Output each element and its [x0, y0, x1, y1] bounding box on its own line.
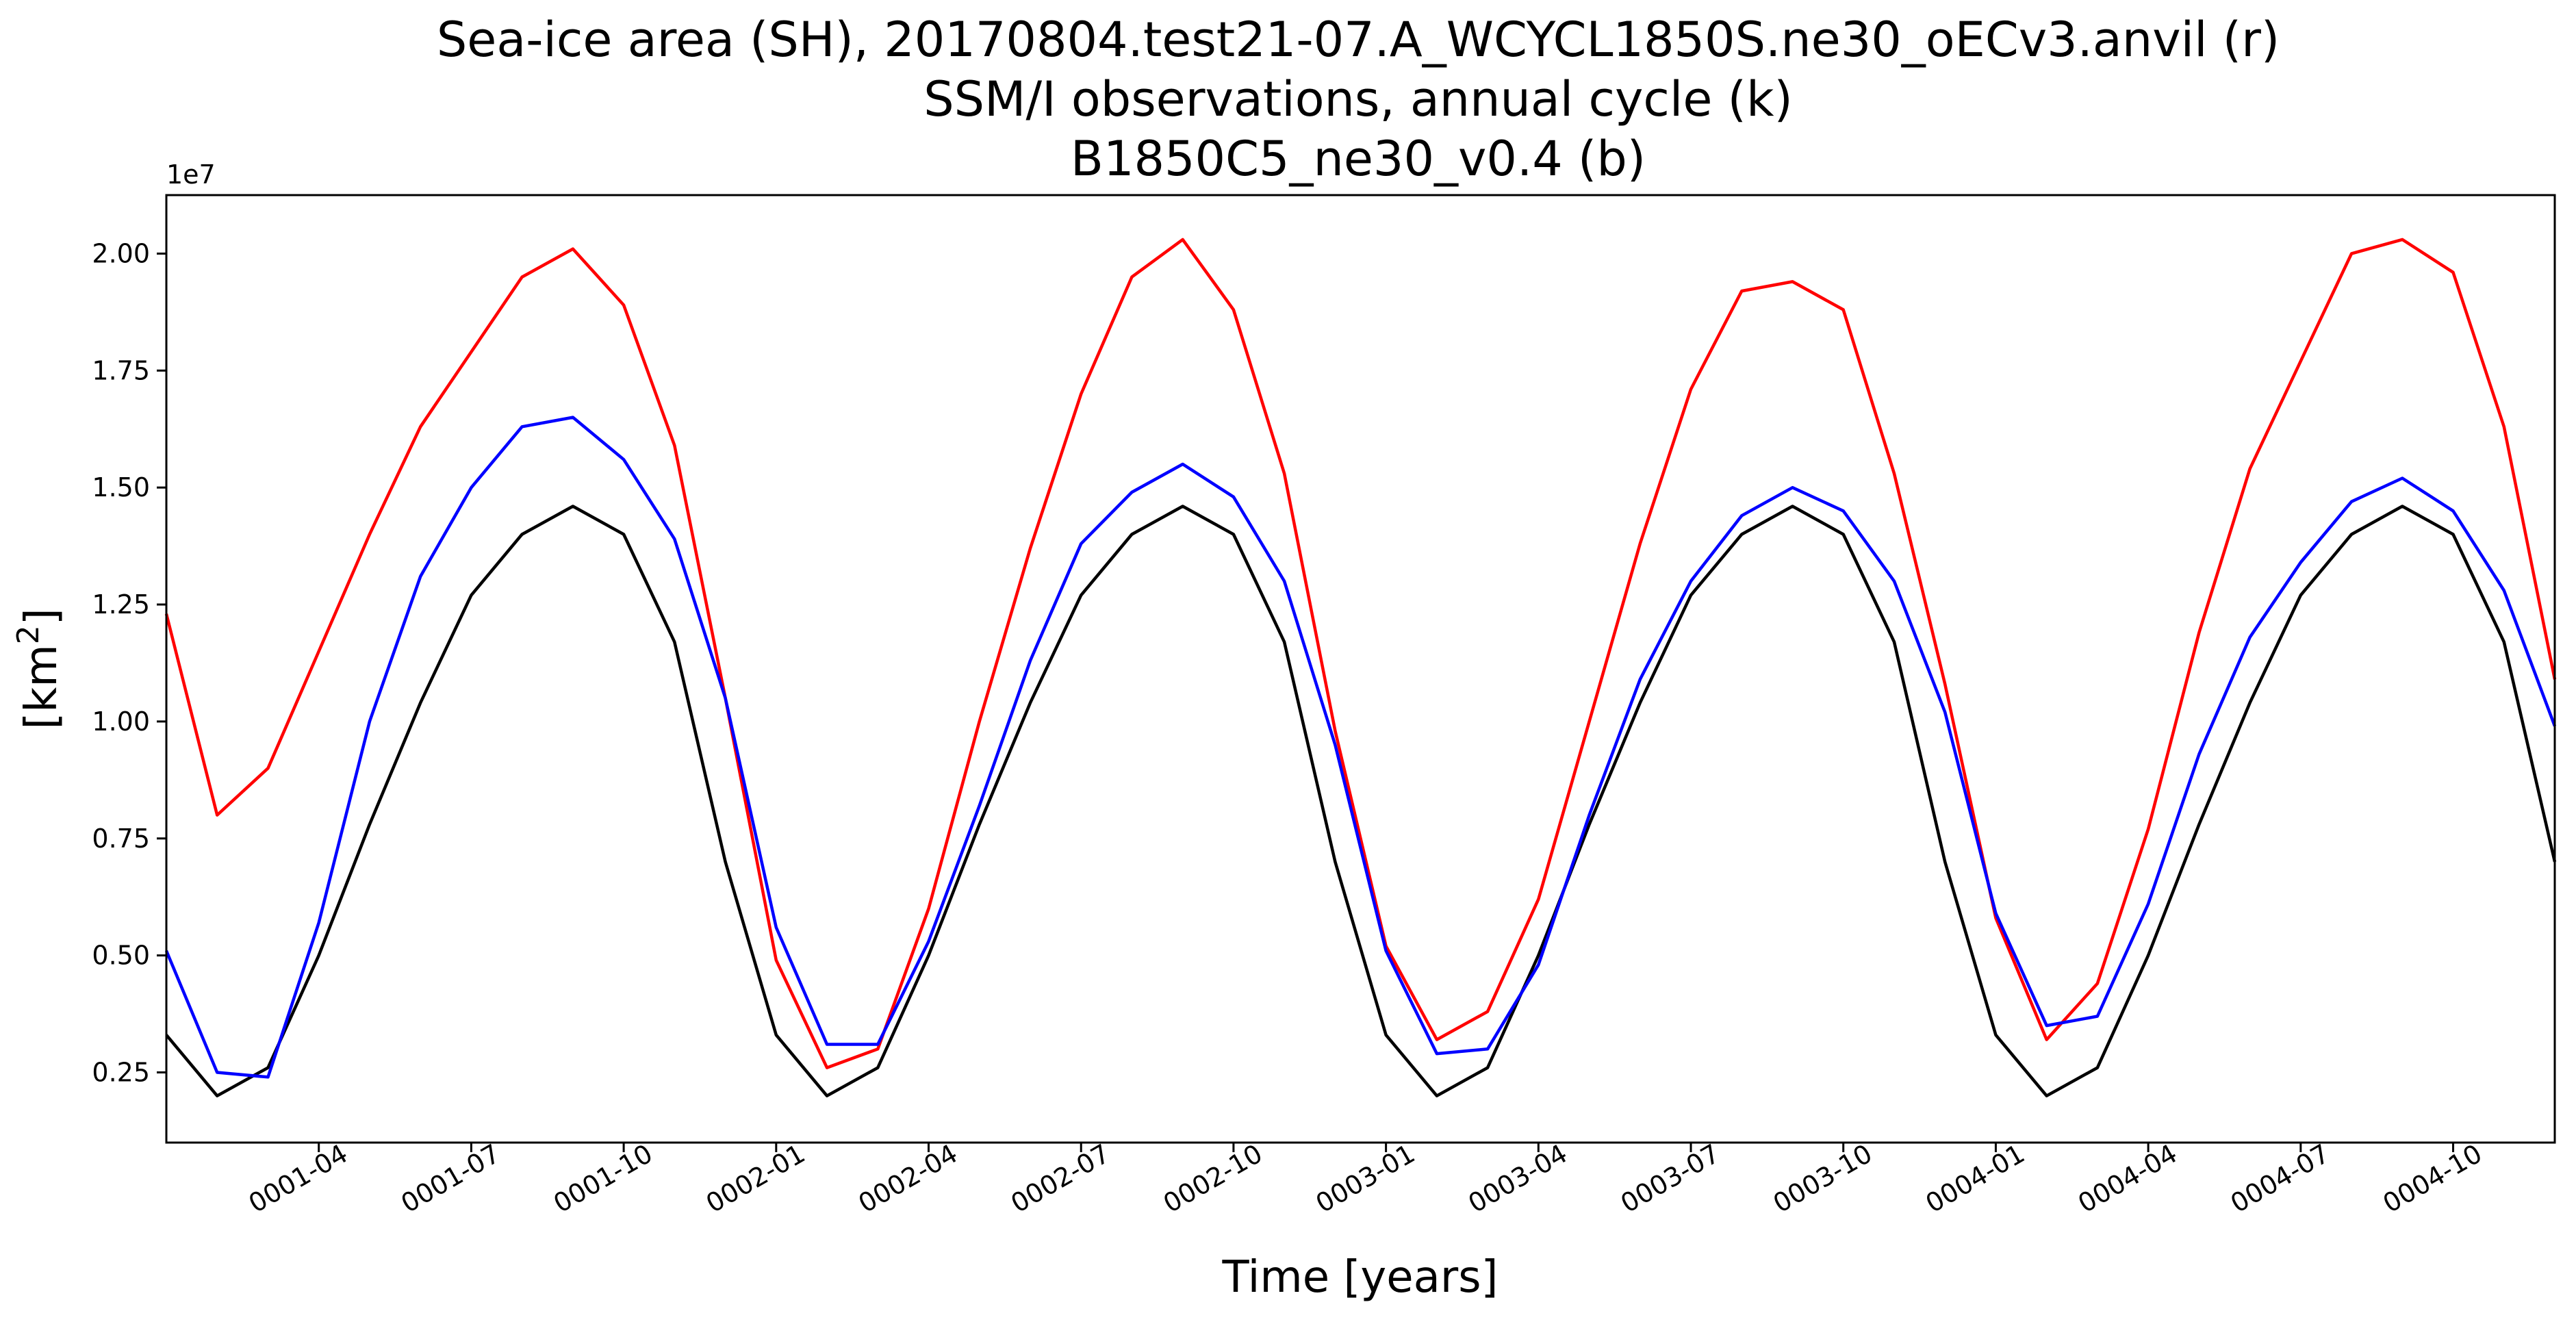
y-tick-label: 1.75 — [92, 355, 150, 385]
y-tick-label: 1.00 — [92, 706, 150, 737]
chart-title-line-2: SSM/I observations, annual cycle (k) — [923, 71, 1793, 127]
series-line-3 — [164, 416, 2557, 1079]
y-axis-label-base: [km — [16, 644, 67, 729]
y-axis-label-superscript: 2 — [11, 625, 46, 644]
y-tick-label: 1.25 — [92, 589, 150, 620]
tick-marks — [157, 252, 2455, 1152]
y-axis-label-end: ] — [16, 608, 67, 625]
chart-title-line-1: Sea-ice area (SH), 20170804.test21-07.A_… — [437, 12, 2280, 68]
plot-frame — [165, 194, 2556, 1144]
y-tick-label: 2.00 — [92, 238, 150, 268]
chart-title: Sea-ice area (SH), 20170804.test21-07.A_… — [437, 12, 2280, 187]
y-tick-label: 0.75 — [92, 824, 150, 854]
y-axis-label: [km2] — [11, 608, 67, 729]
y-tick-labels: 0.25 0.50 0.75 1.00 1.25 1.50 1.75 2.00 — [92, 238, 150, 1087]
y-tick-label: 1.50 — [92, 472, 150, 502]
plot-lines — [164, 238, 2557, 1097]
series-line-2 — [165, 505, 2557, 1097]
y-axis-offset-label: 1e7 — [166, 160, 216, 190]
x-axis-label: Time [years] — [1221, 1252, 1498, 1303]
chart-title-line-3: B1850C5_ne30_v0.4 (b) — [1071, 131, 1646, 187]
y-tick-label: 0.25 — [92, 1057, 150, 1087]
y-tick-label: 0.50 — [92, 941, 150, 971]
series-line-1 — [164, 238, 2557, 1069]
